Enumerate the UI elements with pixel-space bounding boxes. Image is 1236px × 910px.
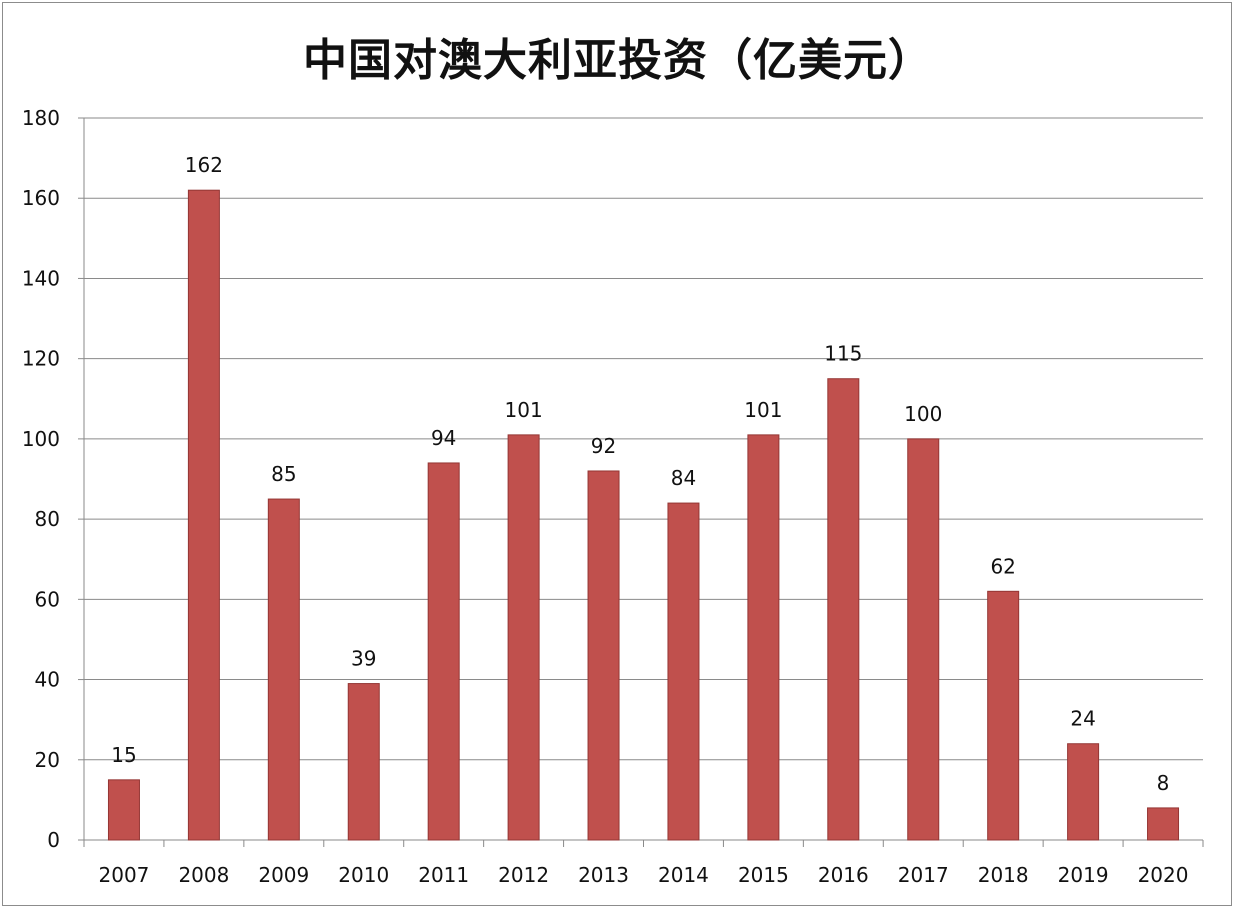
bar-2018 <box>987 590 1020 841</box>
x-tick-label: 2014 <box>658 863 709 887</box>
y-tick-label: 160 <box>22 186 60 210</box>
bar-2013 <box>587 470 620 841</box>
bar-2011 <box>427 462 460 841</box>
y-tick-label: 120 <box>22 347 60 371</box>
bar-2015 <box>747 434 780 841</box>
data-label: 92 <box>591 434 616 458</box>
bar-2010 <box>347 683 380 841</box>
bar-2008 <box>187 189 220 841</box>
data-label: 62 <box>990 554 1015 578</box>
bars <box>107 189 1180 841</box>
y-tick-label: 140 <box>22 266 60 290</box>
bar-2014 <box>667 502 700 841</box>
data-label: 101 <box>744 398 782 422</box>
x-tick-label: 2010 <box>338 863 389 887</box>
x-tick-label: 2015 <box>738 863 789 887</box>
x-tick-label: 2009 <box>258 863 309 887</box>
x-tick-label: 2011 <box>418 863 469 887</box>
x-tick-label: 2017 <box>898 863 949 887</box>
bar-2019 <box>1067 743 1100 841</box>
data-label: 15 <box>111 743 136 767</box>
data-label: 24 <box>1070 707 1095 731</box>
bar-2017 <box>907 438 940 841</box>
data-label: 39 <box>351 647 376 671</box>
chart-title: 中国对澳大利亚投资（亿美元） <box>303 35 933 86</box>
x-tick-label: 2018 <box>978 863 1029 887</box>
x-tick-label: 2020 <box>1138 863 1189 887</box>
y-tick-label: 0 <box>47 828 60 852</box>
data-label: 100 <box>904 402 942 426</box>
y-tick-label: 60 <box>35 587 60 611</box>
y-tick-label: 180 <box>22 106 60 130</box>
data-label: 8 <box>1157 771 1170 795</box>
y-tick-label: 80 <box>35 507 60 531</box>
data-label: 94 <box>431 426 456 450</box>
x-tick-label: 2012 <box>498 863 549 887</box>
x-tick-label: 2019 <box>1058 863 1109 887</box>
data-label: 115 <box>824 342 862 366</box>
bar-2020 <box>1147 807 1180 841</box>
bar-2012 <box>507 434 540 841</box>
data-label: 85 <box>271 462 296 486</box>
labels: 2007 15 2008 162 2009 85 2010 39 2011 94 2012 101 20… <box>99 153 1189 887</box>
bar-2009 <box>267 498 300 841</box>
x-tick-label: 2008 <box>178 863 229 887</box>
x-tick-label: 2007 <box>99 863 150 887</box>
gridlines <box>84 117 1203 761</box>
x-tick-label: 2013 <box>578 863 629 887</box>
y-tick-label: 100 <box>22 427 60 451</box>
y-tick-label: 40 <box>35 668 60 692</box>
data-label: 101 <box>505 398 543 422</box>
data-label: 84 <box>671 466 696 490</box>
bar-2007 <box>107 779 140 841</box>
bar-2016 <box>827 378 860 841</box>
data-label: 162 <box>185 153 223 177</box>
y-tick-label: 20 <box>35 748 60 772</box>
x-tick-label: 2016 <box>818 863 869 887</box>
